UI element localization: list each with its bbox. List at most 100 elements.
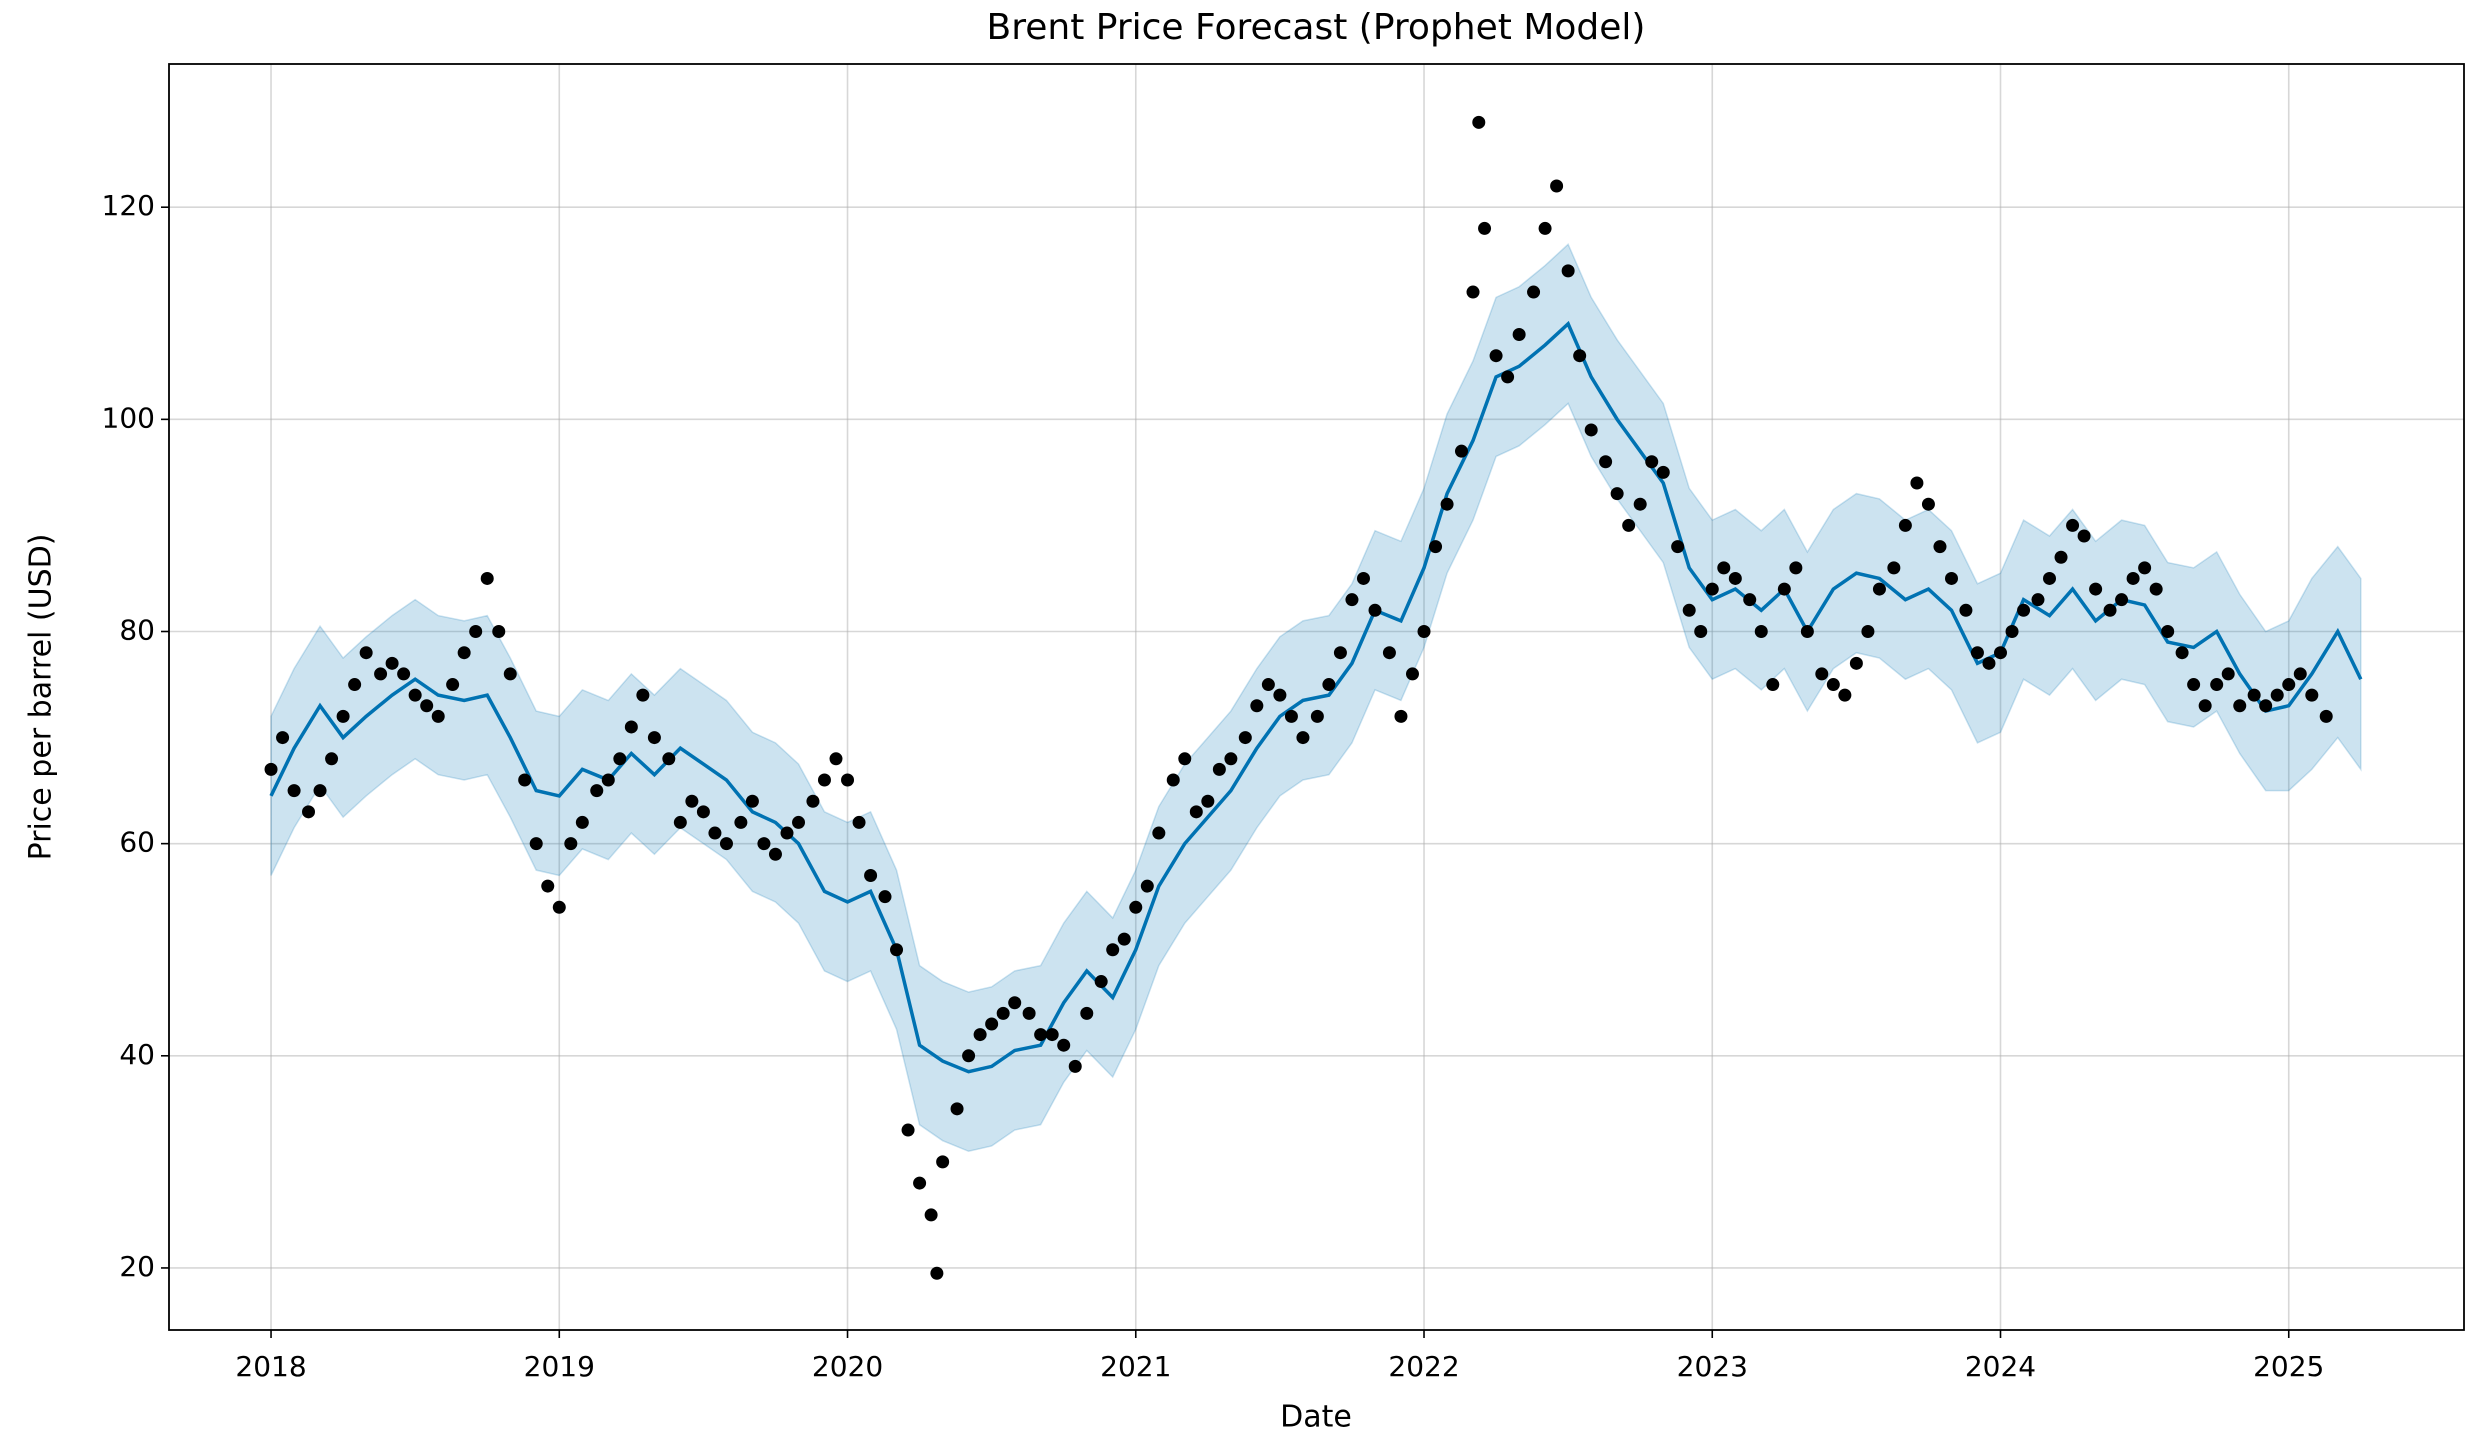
observed-point [1261, 678, 1275, 692]
observed-point [2161, 624, 2175, 638]
observed-point [1440, 497, 1454, 511]
observed-point [973, 1028, 987, 1042]
observed-point [696, 805, 710, 819]
observed-point [852, 815, 866, 829]
observed-point [757, 837, 771, 851]
observed-point [2138, 561, 2152, 575]
observed-point [2319, 709, 2333, 723]
observed-point [348, 678, 362, 692]
observed-point [1861, 624, 1875, 638]
observed-point [1068, 1059, 1082, 1073]
observed-point [1201, 794, 1215, 808]
observed-point [2293, 667, 2307, 681]
observed-point [1682, 603, 1696, 617]
observed-point [719, 837, 733, 851]
observed-point [2017, 603, 2031, 617]
observed-point [2198, 699, 2212, 713]
observed-point [985, 1017, 999, 1031]
observed-point [1224, 752, 1238, 766]
observed-point [1994, 646, 2008, 660]
plot-frame [168, 63, 2465, 1331]
chart-title: Brent Price Forecast (Prophet Model) [987, 7, 1646, 48]
observed-point [575, 815, 589, 829]
observed-point [336, 709, 350, 723]
observed-point [1754, 624, 1768, 638]
observed-point [864, 868, 878, 882]
observed-point [1333, 646, 1347, 660]
observed-point [431, 709, 445, 723]
observed-point [1189, 805, 1203, 819]
observed-point [1117, 932, 1131, 946]
observed-point [529, 837, 543, 851]
observed-point [1296, 731, 1310, 745]
observed-point [1887, 561, 1901, 575]
observed-point [397, 667, 411, 681]
observed-point [662, 752, 676, 766]
observed-point [302, 805, 316, 819]
observed-point [734, 815, 748, 829]
observed-point [792, 815, 806, 829]
observed-point [1921, 497, 1935, 511]
y-tick-label: 60 [119, 826, 155, 859]
observed-point [2282, 678, 2296, 692]
observed-point [1849, 656, 1863, 670]
observed-point [469, 624, 483, 638]
observed-point [457, 646, 471, 660]
observed-point [2187, 678, 2201, 692]
observed-point [2221, 667, 2235, 681]
observed-point [385, 656, 399, 670]
observed-point [2247, 688, 2261, 702]
observed-point [1717, 561, 1731, 575]
observed-point [636, 688, 650, 702]
x-tick-label: 2025 [2253, 1350, 2324, 1383]
observed-point [1970, 646, 1984, 660]
observed-point [708, 826, 722, 840]
observed-point [1561, 264, 1575, 278]
y-tick-label: 20 [119, 1250, 155, 1283]
observed-point [1166, 773, 1180, 787]
observed-point [1694, 624, 1708, 638]
observed-point [924, 1208, 938, 1222]
observed-point [1008, 996, 1022, 1010]
x-tick-label: 2019 [524, 1350, 595, 1383]
observed-point [2305, 688, 2319, 702]
x-tick-label: 2023 [1677, 1350, 1748, 1383]
observed-point [768, 847, 782, 861]
observed-point [2210, 678, 2224, 692]
observed-point [1800, 624, 1814, 638]
observed-point [1045, 1028, 1059, 1042]
observed-point [1872, 582, 1886, 596]
observed-point [408, 688, 422, 702]
observed-point [930, 1266, 944, 1280]
observed-point [647, 731, 661, 745]
observed-point [1466, 285, 1480, 299]
x-tick-label: 2021 [1100, 1350, 1171, 1383]
x-tick-label: 2018 [235, 1350, 306, 1383]
observed-point [541, 879, 555, 893]
observed-point [1022, 1006, 1036, 1020]
y-tick-label: 100 [102, 401, 155, 434]
observed-point [1501, 370, 1515, 384]
observed-point [1777, 582, 1791, 596]
observed-point [841, 773, 855, 787]
observed-point [1057, 1038, 1071, 1052]
observed-point [1599, 455, 1613, 469]
observed-point [2149, 582, 2163, 596]
observed-point [564, 837, 578, 851]
observed-point [1322, 678, 1336, 692]
observed-point [1550, 179, 1564, 193]
observed-point [446, 678, 460, 692]
observed-point [829, 752, 843, 766]
observed-point [936, 1155, 950, 1169]
observed-point [552, 900, 566, 914]
observed-point [745, 794, 759, 808]
observed-point [1959, 603, 1973, 617]
observed-point [1238, 731, 1252, 745]
observed-point [1129, 900, 1143, 914]
observed-point [780, 826, 794, 840]
observed-point [1080, 1006, 1094, 1020]
observed-point [1152, 826, 1166, 840]
observed-point [624, 720, 638, 734]
observed-point [374, 667, 388, 681]
observed-point [359, 646, 373, 660]
